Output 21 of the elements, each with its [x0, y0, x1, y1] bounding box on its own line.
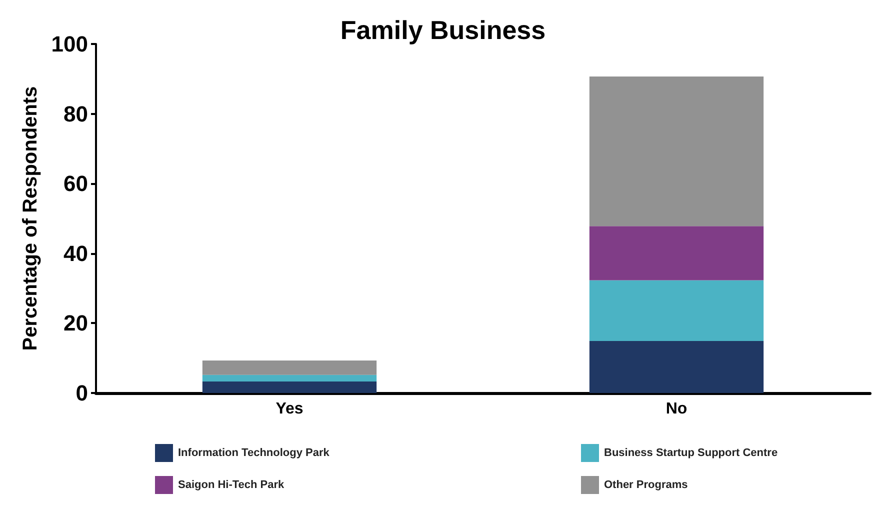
- y-tick-label: 40: [64, 240, 88, 266]
- legend-label: Other Programs: [604, 479, 688, 491]
- y-tick-label: 20: [64, 310, 88, 336]
- legend-label: Saigon Hi-Tech Park: [178, 479, 286, 491]
- x-tick-label: Yes: [276, 400, 304, 418]
- chart-title: Family Business: [340, 15, 546, 45]
- y-tick-label: 80: [64, 101, 88, 126]
- y-tick-label: 100: [51, 32, 88, 56]
- bar: [202, 381, 377, 393]
- bar: [589, 76, 764, 226]
- y-tick-label: 0: [76, 380, 88, 406]
- bar: [589, 341, 764, 393]
- bar: [202, 374, 377, 382]
- x-tick-label: No: [666, 400, 688, 418]
- bar: [589, 226, 764, 280]
- bar: [589, 280, 764, 341]
- y-axis-title: Percentage of Respondents: [19, 86, 42, 351]
- bar: [202, 360, 377, 375]
- legend-label: Business Startup Support Centre: [604, 447, 778, 459]
- legend-label: Information Technology Park: [178, 447, 330, 459]
- y-tick-label: 60: [64, 171, 88, 196]
